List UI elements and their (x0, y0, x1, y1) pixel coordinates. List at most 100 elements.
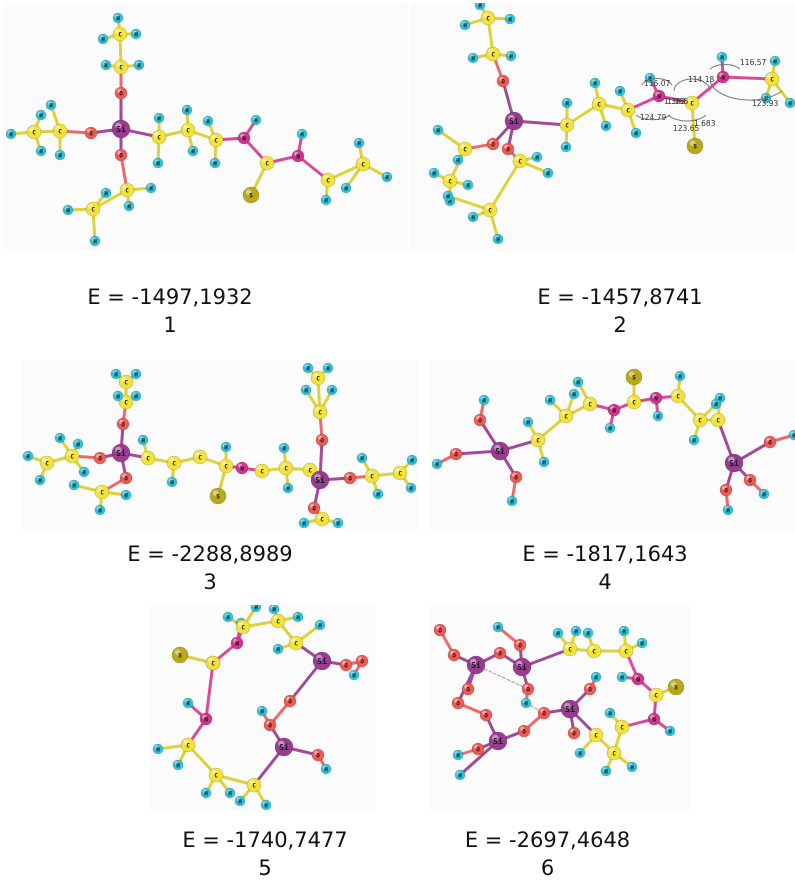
silicon-atom (310, 470, 330, 490)
atom-highlight (762, 94, 767, 98)
hydrogen-atom (54, 432, 66, 444)
hydrogen-atom (78, 466, 90, 478)
carbon-atom (166, 455, 182, 471)
carbon-atom (586, 643, 602, 659)
atom-label: C (157, 135, 161, 142)
atom-label: N (242, 136, 246, 143)
atom-highlight (670, 681, 677, 687)
atom-highlight (298, 130, 303, 134)
molecule-panel-1: Si O C C H H H H H O C C H H H H H O C C H H H H H C H H C H H C H H N H C S N… (3, 3, 407, 250)
atom-highlight (212, 490, 219, 496)
carbon-atom (112, 26, 128, 42)
atom-label: C (119, 65, 123, 72)
atom-label: S (632, 375, 636, 382)
atom-label: S (674, 685, 678, 692)
atom-highlight (342, 660, 347, 665)
atom-label: C (58, 129, 62, 136)
atom-highlight (508, 114, 515, 121)
atom-label: O (438, 628, 442, 635)
nitrogen-atom (235, 461, 249, 475)
oxygen-atom (501, 142, 515, 156)
atom-highlight (358, 454, 363, 458)
carbon-atom (320, 172, 336, 188)
atom-label: H (9, 132, 13, 139)
carbon-atom (355, 156, 371, 172)
atom-highlight (454, 751, 459, 755)
angle-arc (641, 77, 673, 86)
atom-highlight (226, 789, 231, 793)
hydrogen-atom (97, 33, 109, 45)
atom-label: H (228, 791, 232, 798)
caption-1: E = -1497,1932 1 (60, 283, 280, 339)
atom-label: C (326, 178, 330, 185)
atom-highlight (122, 185, 128, 190)
atom-highlight (480, 396, 485, 400)
atom-label: C (172, 461, 176, 468)
atom-highlight (102, 189, 107, 193)
atom-highlight (300, 519, 305, 523)
atom-label: C (284, 466, 288, 473)
atom-highlight (294, 613, 299, 617)
atom-label: H (127, 204, 131, 211)
atom-highlight (323, 175, 329, 180)
hydrogen-atom (278, 442, 290, 454)
atom-label: C (91, 207, 95, 214)
atom-label: H (76, 442, 80, 449)
atom-highlight (121, 377, 127, 382)
atom-label: O (501, 79, 505, 86)
atom-label: H (204, 791, 208, 798)
atom-highlight (97, 487, 103, 492)
hydrogen-atom (224, 787, 236, 799)
atom-label: C (568, 647, 572, 654)
sulfur-atom (242, 186, 260, 204)
atom-label: H (137, 63, 141, 70)
atom-highlight (224, 613, 229, 617)
atom-label: H (792, 433, 795, 440)
atom-highlight (67, 451, 73, 456)
hydrogen-atom (68, 479, 80, 491)
hydrogen-atom (664, 725, 676, 737)
atom-label: H (114, 372, 118, 379)
atom-label: H (134, 32, 138, 39)
hydrogen-atom (405, 482, 417, 494)
atom-label: C (146, 456, 150, 463)
atom-highlight (117, 150, 122, 155)
hydrogen-atom (123, 200, 135, 212)
hydrogen-atom (372, 488, 384, 500)
atom-label: C (32, 130, 36, 137)
atom-highlight (302, 386, 307, 390)
atom-label: H (535, 155, 539, 162)
atom-highlight (483, 13, 489, 18)
atom-label: C (594, 733, 598, 740)
atom-highlight (655, 91, 660, 96)
hydrogen-atom (5, 128, 17, 140)
atom-label: C (214, 138, 218, 145)
atom-highlight (544, 169, 549, 173)
atom-highlight (585, 399, 591, 404)
atom-highlight (334, 519, 339, 523)
hydrogen-atom (298, 517, 310, 529)
atom-highlight (632, 129, 637, 133)
atom-highlight (690, 436, 695, 440)
angle-arc (635, 114, 671, 121)
oxygen-atom (473, 413, 487, 427)
atom-label: H (238, 799, 242, 806)
atom-label: H (282, 446, 286, 453)
hydrogen-atom (452, 154, 464, 166)
molecule-panel-4: Si O H O H O H C H H C H H C H N H C S N H C H C H H C H Si O H O H O H (430, 360, 795, 530)
carbon-atom (512, 153, 528, 169)
atom-label: C (316, 376, 320, 383)
atom-label: H (446, 194, 450, 201)
atom-label: N (296, 154, 300, 161)
hydrogen-atom (166, 476, 178, 488)
atom-label: H (576, 380, 580, 387)
structure-number-6: 6 (540, 856, 555, 880)
atom-highlight (524, 684, 529, 689)
atom-highlight (64, 206, 69, 210)
atom-label: H (509, 54, 513, 61)
carbon-atom (764, 71, 780, 87)
atom-label: O (748, 478, 752, 485)
atom-highlight (314, 473, 321, 480)
hydrogen-atom (590, 671, 602, 683)
